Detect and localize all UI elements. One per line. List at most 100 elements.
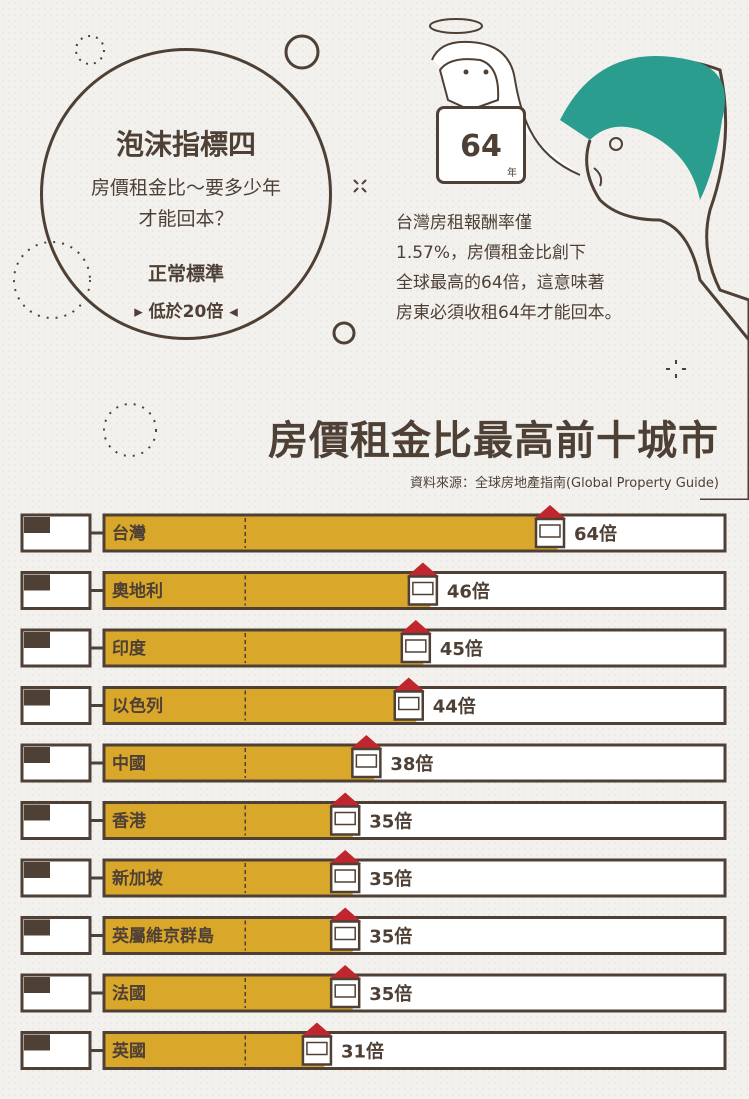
normal-standard-label: 正常標準 <box>147 263 224 285</box>
value-label: 38倍 <box>390 753 433 775</box>
description-line: 房東必須收租64年才能回本。 <box>396 303 622 323</box>
house-window <box>334 869 356 883</box>
triangle-right-icon: ▸ <box>134 302 149 322</box>
house-roof <box>406 562 439 577</box>
flag-canton <box>24 804 50 821</box>
house-icon <box>534 505 566 549</box>
bar <box>105 631 424 665</box>
bar <box>105 746 374 780</box>
bar-row: 以色列 44倍 <box>20 677 727 725</box>
flag-canton <box>24 919 50 936</box>
bar-row: 中國 38倍 <box>20 735 727 783</box>
category-label: 新加坡 <box>112 868 163 889</box>
value-label: 45倍 <box>440 638 483 660</box>
chart-source: 資料來源：全球房地產指南(Global Property Guide) <box>409 476 719 491</box>
category-label: 法國 <box>112 983 146 1004</box>
calendar-number: 64 <box>460 129 502 164</box>
bar-row: 英國 31倍 <box>20 1022 727 1070</box>
flag-canton <box>24 689 50 706</box>
deco-circle <box>332 321 356 345</box>
house-roof <box>329 907 362 922</box>
bar-row: 香港 35倍 <box>20 792 727 840</box>
value-label: 31倍 <box>341 1041 384 1063</box>
house-body <box>534 517 566 549</box>
house-roof <box>329 850 362 864</box>
house-icon <box>350 735 383 779</box>
value-label: 35倍 <box>369 868 412 890</box>
bubble-title: 泡沫指標四 <box>115 128 256 161</box>
category-label: 台灣 <box>112 523 146 544</box>
triangle-left-icon: ◂ <box>223 302 238 322</box>
house-roof <box>534 505 566 519</box>
flag-canton <box>24 574 50 591</box>
description-line: 1.57%，房價租金比創下 <box>396 243 587 263</box>
house-icon <box>392 677 425 721</box>
flag-canton <box>24 747 50 763</box>
house-window <box>334 926 356 941</box>
bar-row: 奧地利 46倍 <box>20 562 727 610</box>
value-label: 35倍 <box>369 811 412 833</box>
deco-dotted-circle <box>103 403 157 457</box>
category-label: 以色列 <box>112 696 163 717</box>
flag-canton <box>24 1034 50 1051</box>
house-roof <box>399 620 432 634</box>
house-window <box>539 524 561 538</box>
deco-dotted-circle <box>75 35 105 65</box>
house-window <box>334 984 356 998</box>
bar <box>105 689 417 722</box>
value-label: 46倍 <box>447 581 490 603</box>
bubble-subtitle-line: 房價租金比～要多少年 <box>90 177 281 199</box>
house-window <box>412 581 434 596</box>
category-label: 香港 <box>112 811 147 832</box>
category-label: 奧地利 <box>112 581 163 602</box>
house-icon <box>329 965 362 1009</box>
bubble-subtitle: 房價租金比～要多少年 才能回本？ <box>73 173 299 235</box>
bubble-indicator: 泡沫指標四 房價租金比～要多少年 才能回本？ 正常標準 ▸ 低於20倍 ◂ <box>40 48 332 340</box>
house-icon <box>329 792 362 836</box>
bar-row: 英屬維京群島 35倍 <box>20 907 727 955</box>
value-label: 35倍 <box>369 926 412 948</box>
description-line: 台灣房租報酬率僅 <box>396 213 532 233</box>
bar <box>105 919 353 952</box>
house-icon <box>399 620 432 664</box>
house-icon <box>406 562 439 606</box>
normal-standard-text: 低於20倍 <box>148 302 224 322</box>
house-icon <box>329 850 362 894</box>
deco-circle <box>284 34 320 70</box>
house-window <box>355 754 378 768</box>
house-icon <box>329 907 362 951</box>
calendar-unit: 年 <box>507 168 517 179</box>
man-illustration <box>560 56 749 500</box>
category-label: 中國 <box>112 753 146 774</box>
house-roof <box>300 1022 333 1037</box>
description-line: 全球最高的64倍，這意味著 <box>396 273 605 293</box>
bar <box>105 574 431 607</box>
flag-canton <box>24 977 50 993</box>
sparkle-icon <box>666 360 686 378</box>
bar <box>105 861 353 895</box>
normal-standard-value: ▸ 低於20倍 ◂ <box>43 297 329 322</box>
house-roof <box>329 792 362 807</box>
category-label: 英國 <box>112 1041 146 1062</box>
bar <box>105 804 353 837</box>
bar <box>105 1034 325 1067</box>
bar-row: 新加坡 35倍 <box>20 850 727 898</box>
bubble-subtitle-line: 才能回本？ <box>138 208 234 230</box>
bar-row: 台灣 64倍 <box>20 505 727 553</box>
house-roof <box>329 965 362 979</box>
flag-canton <box>24 632 50 648</box>
value-label: 64倍 <box>574 523 617 545</box>
bar <box>105 516 558 550</box>
category-label: 印度 <box>112 638 147 659</box>
description: 台灣房租報酬率僅 1.57%，房價租金比創下 全球最高的64倍，這意味著 房東必… <box>396 208 622 328</box>
house-window <box>334 811 356 826</box>
house-roof <box>392 677 425 692</box>
value-label: 35倍 <box>369 983 412 1005</box>
category-label: 英屬維京群島 <box>112 926 214 947</box>
calendar-icon: 64 年 <box>436 106 526 184</box>
house-window <box>405 639 427 653</box>
house-window <box>398 696 420 711</box>
house-icon <box>300 1022 333 1066</box>
flag-canton <box>24 862 50 878</box>
